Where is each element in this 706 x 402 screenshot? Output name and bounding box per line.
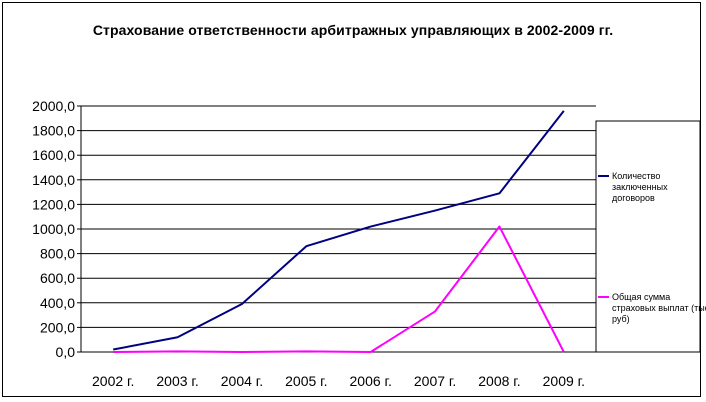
y-tick-label: 1000,0	[32, 221, 75, 237]
y-tick-label: 1400,0	[32, 172, 75, 188]
y-tick-label: 1600,0	[32, 147, 75, 163]
y-tick-label: 1800,0	[32, 123, 75, 139]
y-tick-label: 600,0	[40, 270, 75, 286]
y-tick-label: 200,0	[40, 319, 75, 335]
x-tick-label: 2008 г.	[478, 373, 520, 389]
y-tick-label: 400,0	[40, 295, 75, 311]
legend-label: договоров	[612, 193, 655, 203]
series-line-2	[113, 225, 565, 353]
legend-label: Количество	[612, 171, 660, 181]
y-tick-labels: 0,0 200,0 400,0 600,0 800,0 1000,0 1200,0 1400,…	[32, 98, 75, 360]
series-line-1	[112, 110, 565, 351]
x-tick-label: 2007 г.	[414, 373, 456, 389]
series-lines	[112, 110, 565, 353]
chart-title: Страхование ответственности арбитражных …	[92, 22, 614, 38]
x-tick-label: 2009 г.	[543, 373, 585, 389]
x-tick-label: 2006 г.	[350, 373, 392, 389]
y-tick-label: 800,0	[40, 246, 75, 262]
x-tick-label: 2003 г.	[156, 373, 198, 389]
x-tick-label: 2002 г.	[92, 373, 134, 389]
legend-label: заключенных	[612, 182, 668, 192]
x-tick-labels: 2002 г. 2003 г. 2004 г. 2005 г. 2006 г. 2007 …	[92, 373, 585, 389]
legend-box	[595, 120, 701, 353]
y-tick-label: 1200,0	[32, 196, 75, 212]
x-tick-label: 2005 г.	[285, 373, 327, 389]
y-tick-label: 2000,0	[32, 98, 75, 114]
y-tick-label: 0,0	[56, 344, 76, 360]
legend-label: Общая сумма	[612, 292, 670, 302]
legend-label: страховых выплат (тыс.	[612, 303, 706, 313]
x-tick-label: 2004 г.	[221, 373, 263, 389]
legend-label: руб)	[612, 314, 630, 324]
